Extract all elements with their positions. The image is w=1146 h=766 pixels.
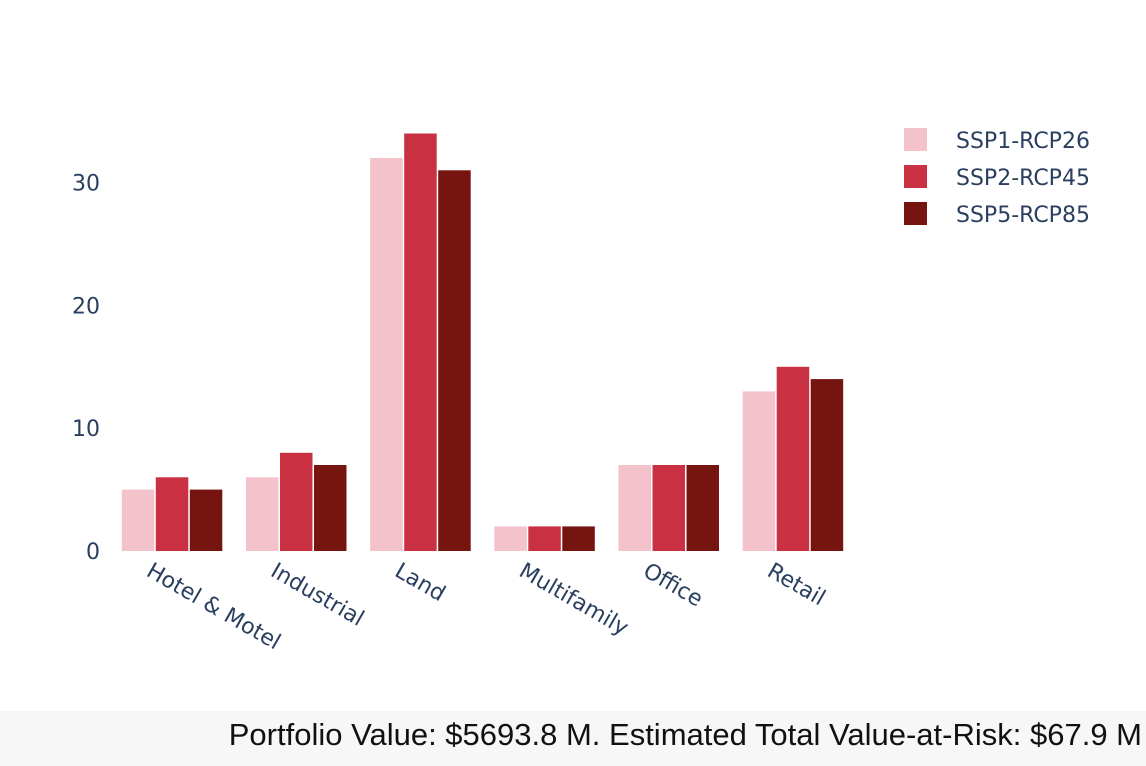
x-category-label: Office: [639, 559, 707, 613]
y-tick-label: 20: [72, 294, 100, 319]
legend-swatch: [904, 128, 927, 151]
bar-ssp5-rcp85-retail[interactable]: [810, 379, 844, 551]
legend-item[interactable]: SSP1-RCP26: [904, 128, 1090, 154]
portfolio-summary-text: Portfolio Value: $5693.8 M. Estimated To…: [228, 717, 1142, 752]
footer-bar: Portfolio Value: $5693.8 M. Estimated To…: [0, 711, 1146, 766]
x-category-label: Retail: [763, 559, 829, 612]
bar-ssp5-rcp85-industrial[interactable]: [314, 465, 347, 551]
bar-ssp2-rcp45-retail[interactable]: [776, 366, 810, 551]
bar-ssp2-rcp45-land[interactable]: [404, 133, 437, 552]
bar-ssp2-rcp45-office[interactable]: [652, 465, 686, 551]
x-category-label: Industrial: [266, 559, 368, 632]
bar-ssp1-rcp26-industrial[interactable]: [246, 477, 279, 551]
x-category-label: Multifamily: [515, 559, 633, 641]
x-category-label: Land: [390, 559, 449, 607]
y-tick-label: 10: [72, 417, 100, 442]
legend-swatch: [904, 165, 927, 188]
y-tick-label: 0: [86, 540, 100, 565]
bar-ssp5-rcp85-hotel-motel[interactable]: [189, 489, 223, 551]
bar-ssp1-rcp26-office[interactable]: [618, 465, 652, 551]
bar-ssp1-rcp26-hotel-motel[interactable]: [121, 489, 155, 551]
legend-item[interactable]: SSP2-RCP45: [904, 165, 1090, 191]
bar-ssp1-rcp26-multifamily[interactable]: [494, 526, 527, 551]
legend[interactable]: SSP1-RCP26 SSP2-RCP45 SSP5-RCP85: [904, 128, 1090, 228]
legend-label: SSP2-RCP45: [956, 166, 1090, 191]
bar-ssp2-rcp45-multifamily[interactable]: [528, 526, 561, 551]
legend-label: SSP1-RCP26: [956, 129, 1090, 154]
bar-ssp2-rcp45-industrial[interactable]: [280, 452, 313, 551]
bar-ssp5-rcp85-land[interactable]: [438, 170, 471, 552]
bar-ssp1-rcp26-retail[interactable]: [742, 391, 776, 551]
bars-group: [121, 133, 844, 552]
bar-ssp1-rcp26-land[interactable]: [370, 158, 403, 551]
bar-ssp5-rcp85-multifamily[interactable]: [562, 526, 595, 551]
legend-label: SSP5-RCP85: [956, 203, 1090, 228]
bar-ssp5-rcp85-office[interactable]: [686, 465, 720, 551]
y-axis-ticks: 0 10 20 30: [72, 172, 100, 565]
y-tick-label: 30: [72, 172, 100, 197]
legend-item[interactable]: SSP5-RCP85: [904, 202, 1090, 228]
legend-swatch: [904, 202, 927, 225]
x-category-label: Hotel & Motel: [142, 559, 285, 656]
bar-ssp2-rcp45-hotel-motel[interactable]: [155, 477, 189, 551]
